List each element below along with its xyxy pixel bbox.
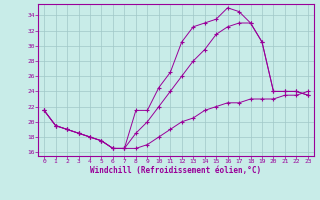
X-axis label: Windchill (Refroidissement éolien,°C): Windchill (Refroidissement éolien,°C) xyxy=(91,166,261,175)
